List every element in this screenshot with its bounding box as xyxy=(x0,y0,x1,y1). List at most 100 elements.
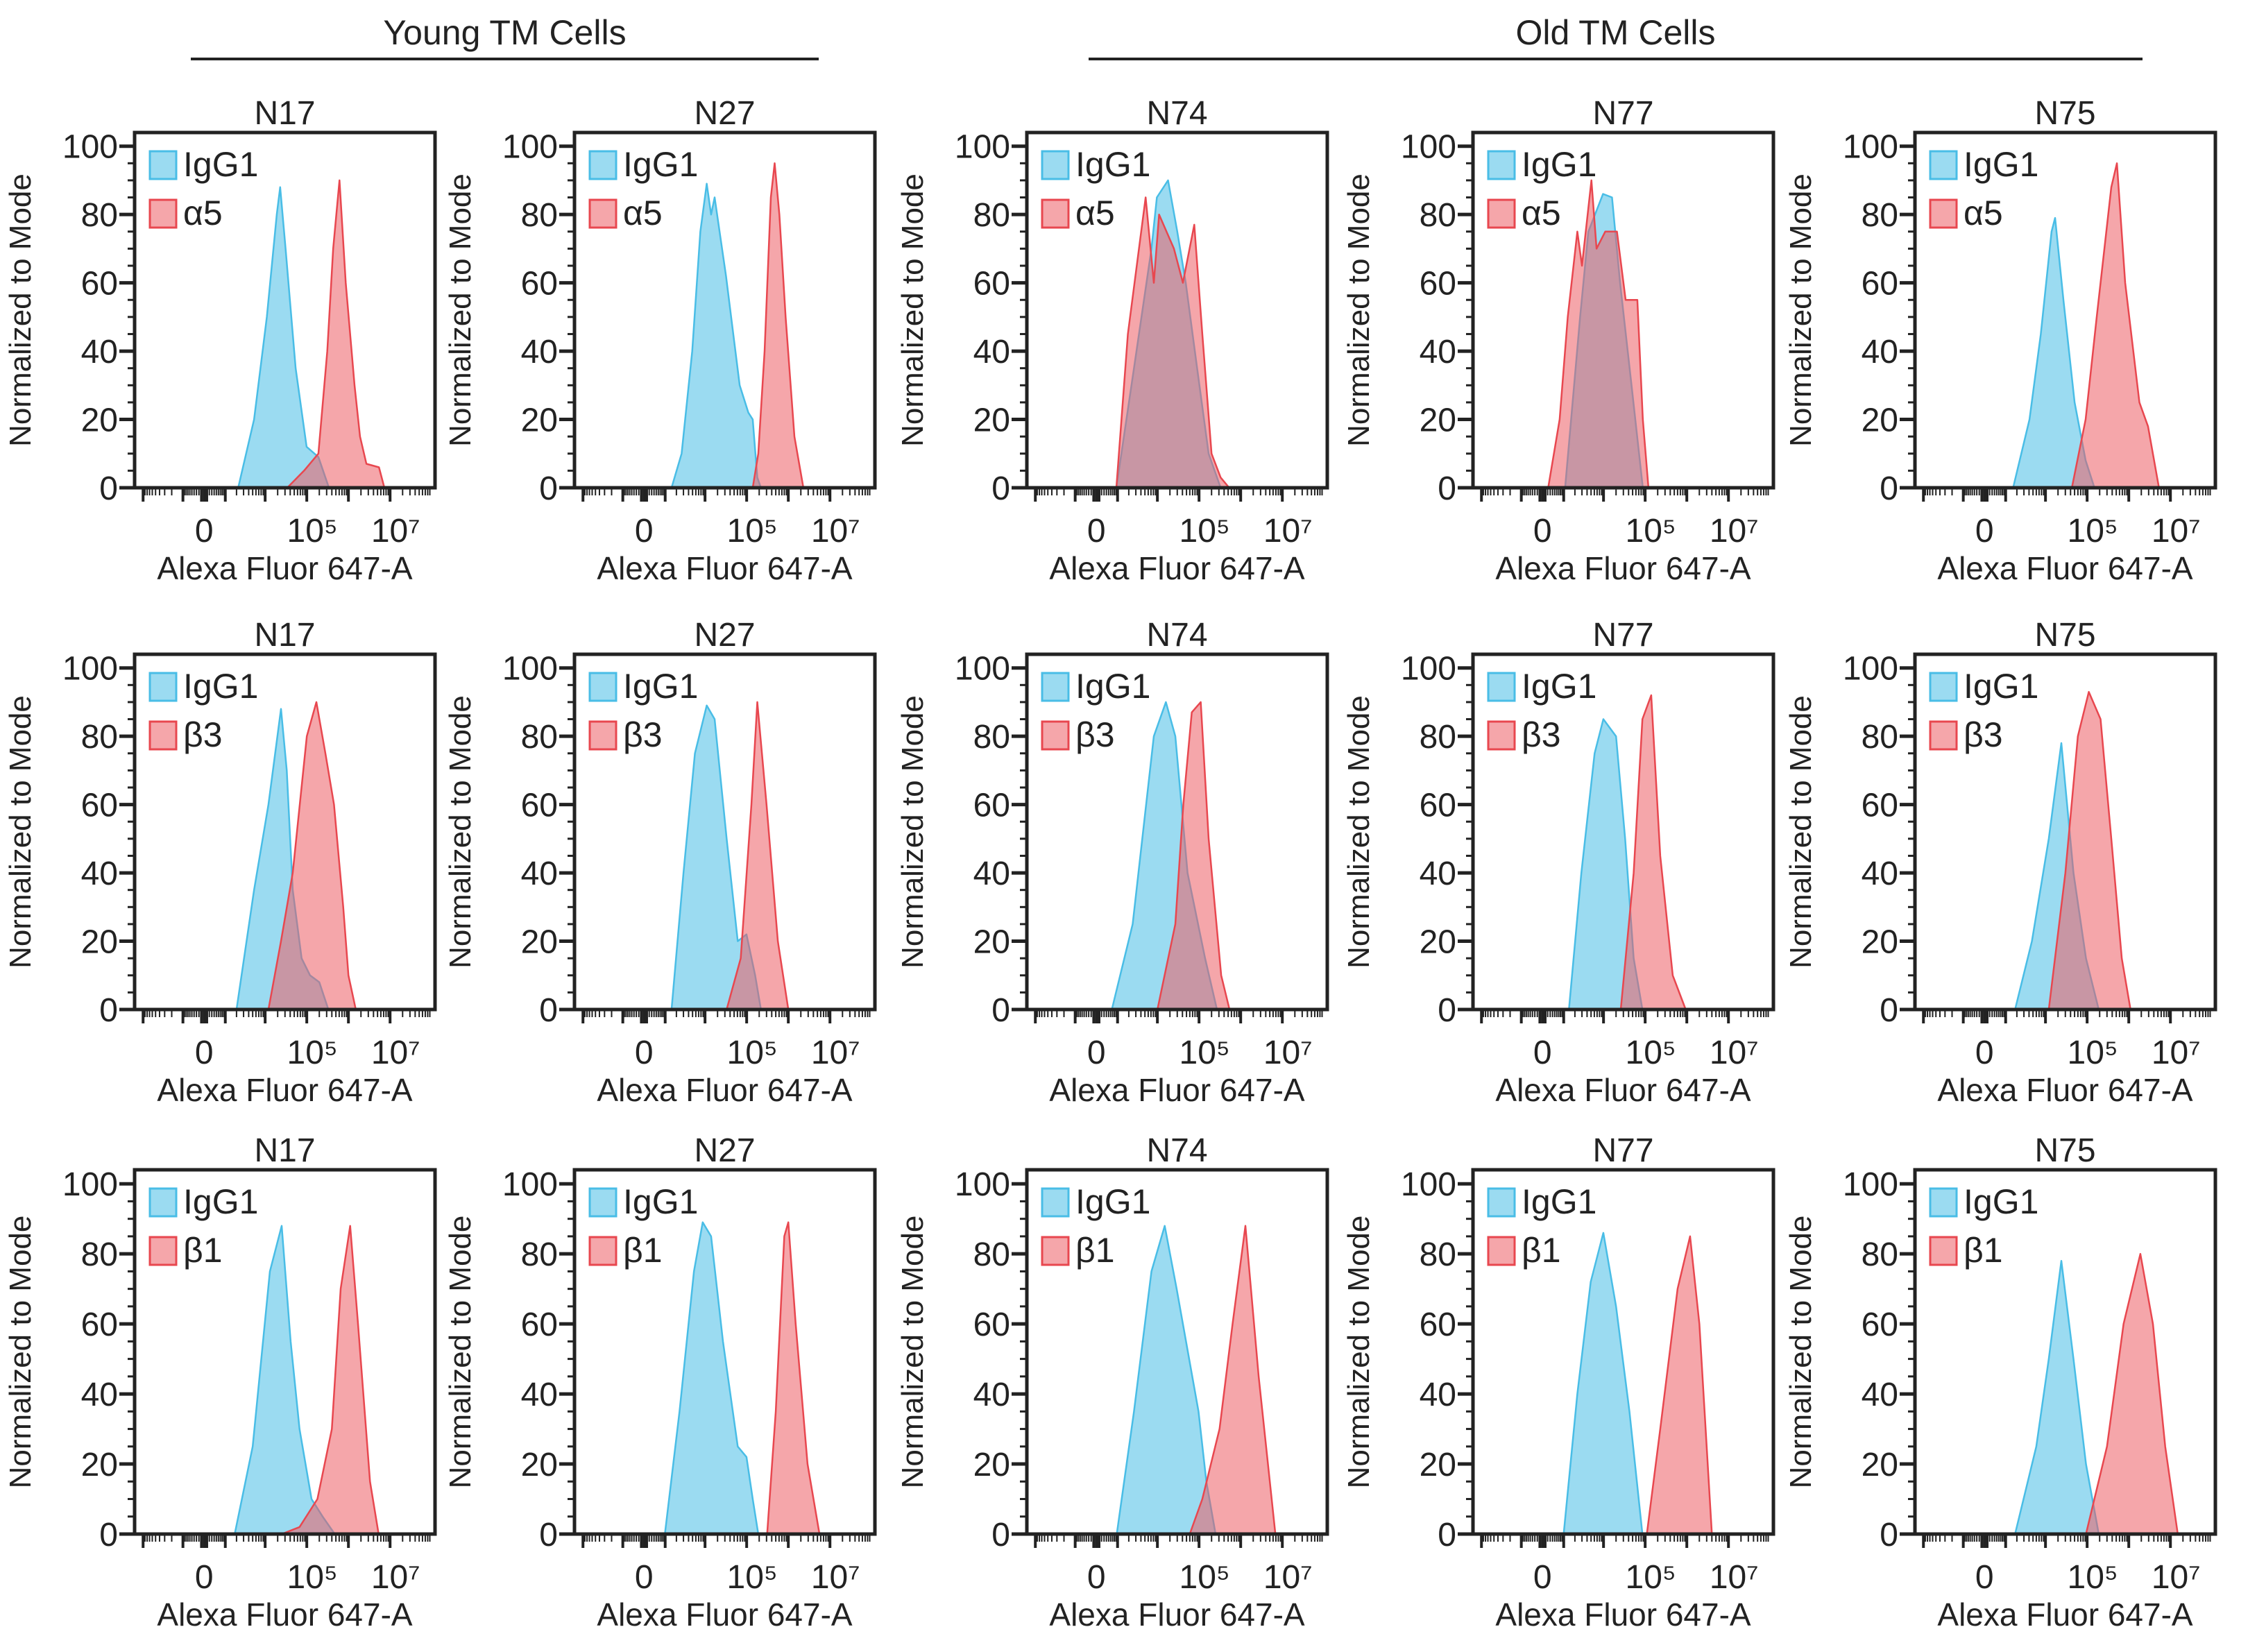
legend-swatch xyxy=(1041,720,1070,751)
y-tick-label: 100 xyxy=(62,651,118,688)
y-tick-label: 80 xyxy=(1862,197,1898,234)
y-tick-label: 100 xyxy=(1843,1166,1898,1203)
histogram-chart: N75 0 20 40 60 80 100 Normalized to Mode 0 10⁵ 10⁷… xyxy=(1784,95,2217,586)
y-tick-label: 60 xyxy=(81,1306,118,1343)
y-tick-label: 40 xyxy=(521,1377,558,1413)
young-tm-cells-divider xyxy=(191,58,819,60)
legend-swatch xyxy=(1487,1187,1516,1218)
x-tick-label: 10⁷ xyxy=(371,513,420,550)
y-axis-label: Normalized to Mode xyxy=(1342,173,1376,447)
y-tick-label: 0 xyxy=(1438,470,1456,507)
x-tick-label: 10⁵ xyxy=(727,513,778,550)
x-tick-label: 10⁵ xyxy=(727,1559,778,1596)
x-tick-label: 0 xyxy=(195,513,214,550)
y-axis-label: Normalized to Mode xyxy=(3,1216,37,1489)
integrin-histogram xyxy=(1189,1225,1277,1535)
y-axis-label: Normalized to Mode xyxy=(1342,695,1376,969)
panel-title: N75 xyxy=(2034,617,2095,654)
integrin-histogram xyxy=(751,162,805,489)
legend-swatch xyxy=(1487,1236,1516,1266)
y-tick-label: 0 xyxy=(1880,1517,1898,1553)
y-tick-label: 20 xyxy=(81,1447,118,1483)
y-tick-label: 80 xyxy=(81,719,118,756)
y-tick-label: 0 xyxy=(539,992,558,1029)
y-tick-label: 0 xyxy=(991,1517,1010,1553)
histogram-panel: N77 0 20 40 60 80 100 Normalized to Mode 0 10⁵ 10⁷… xyxy=(1341,606,1785,1133)
y-tick-label: 80 xyxy=(1420,197,1456,234)
y-tick-label: 40 xyxy=(521,855,558,892)
legend: IgG1 α5 xyxy=(1041,145,1150,232)
y-axis-label: Normalized to Mode xyxy=(443,173,477,447)
legend-label: β3 xyxy=(623,715,663,754)
histogram-chart: N27 0 20 40 60 80 100 Normalized to Mode 0 10⁵ 10⁷… xyxy=(443,1132,877,1633)
y-tick-label: 0 xyxy=(539,1517,558,1553)
histogram-panel: N75 0 20 40 60 80 100 Normalized to Mode 0 10⁵ 10⁷… xyxy=(1783,84,2227,611)
panel-title: N77 xyxy=(1592,1132,1653,1169)
x-tick-label: 10⁷ xyxy=(1263,1559,1313,1596)
x-tick-label: 10⁷ xyxy=(811,513,860,550)
y-tick-label: 60 xyxy=(973,787,1010,824)
histogram-panel: N75 0 20 40 60 80 100 Normalized to Mode 0 10⁵ 10⁷… xyxy=(1783,1121,2227,1649)
x-axis-label: Alexa Fluor 647-A xyxy=(157,550,412,586)
panel-title: N17 xyxy=(254,1132,315,1169)
y-tick-label: 20 xyxy=(1862,924,1898,961)
legend-label: β3 xyxy=(1075,715,1115,754)
histogram-panel: N75 0 20 40 60 80 100 Normalized to Mode 0 10⁵ 10⁷… xyxy=(1783,606,2227,1133)
y-tick-label: 80 xyxy=(973,1236,1010,1273)
isotype-control-histogram xyxy=(237,186,330,489)
y-tick-label: 40 xyxy=(81,1377,118,1413)
legend-label: β3 xyxy=(1964,715,2003,754)
y-tick-label: 20 xyxy=(973,1447,1010,1483)
legend-label: IgG1 xyxy=(1075,1182,1150,1221)
legend: IgG1 β1 xyxy=(148,1182,258,1270)
y-tick-label: 20 xyxy=(521,1447,558,1483)
histogram-panel: N27 0 20 40 60 80 100 Normalized to Mode 0 10⁵ 10⁷… xyxy=(443,606,887,1133)
x-axis-label: Alexa Fluor 647-A xyxy=(597,1072,852,1108)
legend-label: β3 xyxy=(1522,715,1561,754)
legend: IgG1 β3 xyxy=(1929,667,2038,754)
y-tick-label: 40 xyxy=(81,855,118,892)
y-tick-label: 100 xyxy=(955,1166,1010,1203)
y-tick-label: 40 xyxy=(973,334,1010,371)
histogram-chart: N27 0 20 40 60 80 100 Normalized to Mode 0 10⁵ 10⁷… xyxy=(443,95,877,586)
y-tick-label: 100 xyxy=(1401,129,1456,166)
y-tick-label: 20 xyxy=(973,402,1010,439)
legend-swatch xyxy=(1487,672,1516,702)
x-axis-label: Alexa Fluor 647-A xyxy=(157,1596,412,1633)
histogram-panel: N17 0 20 40 60 80 100 Normalized to Mode 0 10⁵ 10⁷… xyxy=(3,1121,447,1649)
y-axis-label: Normalized to Mode xyxy=(3,695,37,969)
legend-label: IgG1 xyxy=(1522,1182,1596,1221)
integrin-histogram xyxy=(1619,694,1687,1011)
x-tick-label: 0 xyxy=(195,1034,214,1071)
histogram-panel: N27 0 20 40 60 80 100 Normalized to Mode 0 10⁵ 10⁷… xyxy=(443,1121,887,1649)
y-tick-label: 40 xyxy=(1420,855,1456,892)
y-tick-label: 0 xyxy=(991,470,1010,507)
y-tick-label: 60 xyxy=(1862,787,1898,824)
histogram-chart: N77 0 20 40 60 80 100 Normalized to Mode 0 10⁵ 10⁷… xyxy=(1342,95,1775,586)
legend-swatch xyxy=(1929,672,1958,702)
panel-title: N27 xyxy=(694,95,755,132)
x-tick-label: 10⁷ xyxy=(1263,513,1313,550)
panel-title: N75 xyxy=(2034,95,2095,132)
x-tick-label: 10⁷ xyxy=(371,1034,420,1071)
young-tm-cells-header: Young TM Cells xyxy=(383,13,627,52)
x-axis-label: Alexa Fluor 647-A xyxy=(1937,1596,2192,1633)
integrin-histogram xyxy=(286,179,386,489)
legend: IgG1 β1 xyxy=(1929,1182,2038,1270)
y-tick-label: 20 xyxy=(81,924,118,961)
x-tick-label: 10⁵ xyxy=(1626,513,1676,550)
y-tick-label: 80 xyxy=(81,197,118,234)
y-tick-label: 20 xyxy=(521,924,558,961)
y-axis-label: Normalized to Mode xyxy=(1784,1216,1818,1489)
legend: IgG1 α5 xyxy=(588,145,698,232)
x-tick-label: 0 xyxy=(1533,1034,1552,1071)
histogram-chart: N17 0 20 40 60 80 100 Normalized to Mode 0 10⁵ 10⁷… xyxy=(3,1132,437,1633)
legend-swatch xyxy=(1041,150,1070,180)
x-tick-label: 10⁵ xyxy=(1179,1034,1230,1071)
x-axis-label: Alexa Fluor 647-A xyxy=(1495,550,1751,586)
y-tick-label: 80 xyxy=(521,719,558,756)
y-tick-label: 40 xyxy=(1862,1377,1898,1413)
y-tick-label: 40 xyxy=(973,1377,1010,1413)
y-tick-label: 80 xyxy=(81,1236,118,1273)
x-tick-label: 0 xyxy=(1087,1034,1106,1071)
